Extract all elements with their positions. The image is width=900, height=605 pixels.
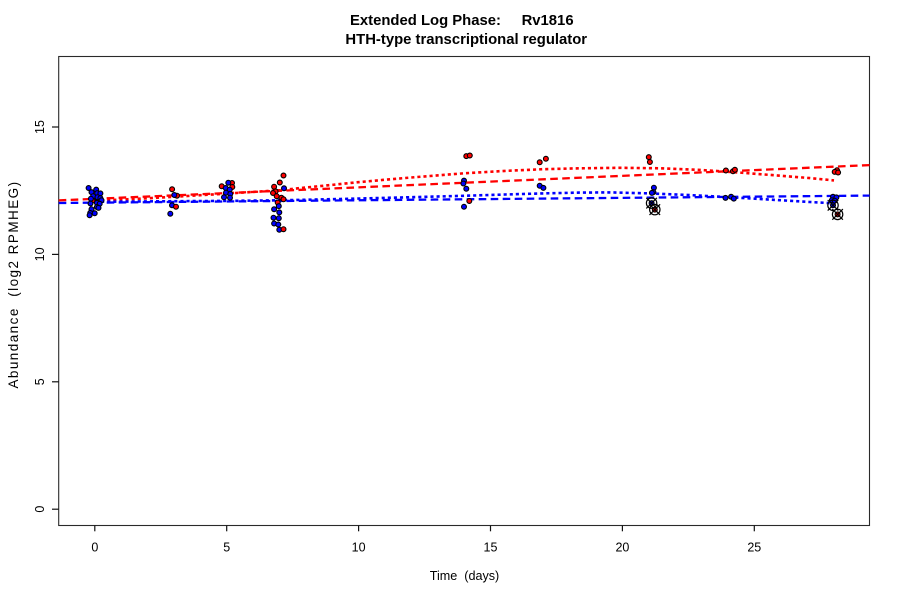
svg-text:10: 10 (33, 247, 47, 261)
svg-text:Abundance (log2 RPMHEG): Abundance (log2 RPMHEG) (6, 180, 21, 388)
svg-text:5: 5 (33, 378, 47, 385)
svg-text:0: 0 (91, 541, 98, 555)
svg-text:Extended Log Phase: Rv1816: Extended Log Phase: Rv1816 (350, 13, 574, 29)
svg-text:20: 20 (615, 541, 629, 555)
svg-text:10: 10 (352, 541, 366, 555)
svg-text:15: 15 (484, 541, 498, 555)
svg-text:0: 0 (33, 506, 47, 513)
svg-text:15: 15 (33, 120, 47, 134)
svg-text:25: 25 (747, 541, 761, 555)
svg-text:Time (days): Time (days) (430, 569, 500, 583)
svg-text:HTH-type transcriptional regul: HTH-type transcriptional regulator (345, 32, 587, 48)
svg-text:5: 5 (223, 541, 230, 555)
